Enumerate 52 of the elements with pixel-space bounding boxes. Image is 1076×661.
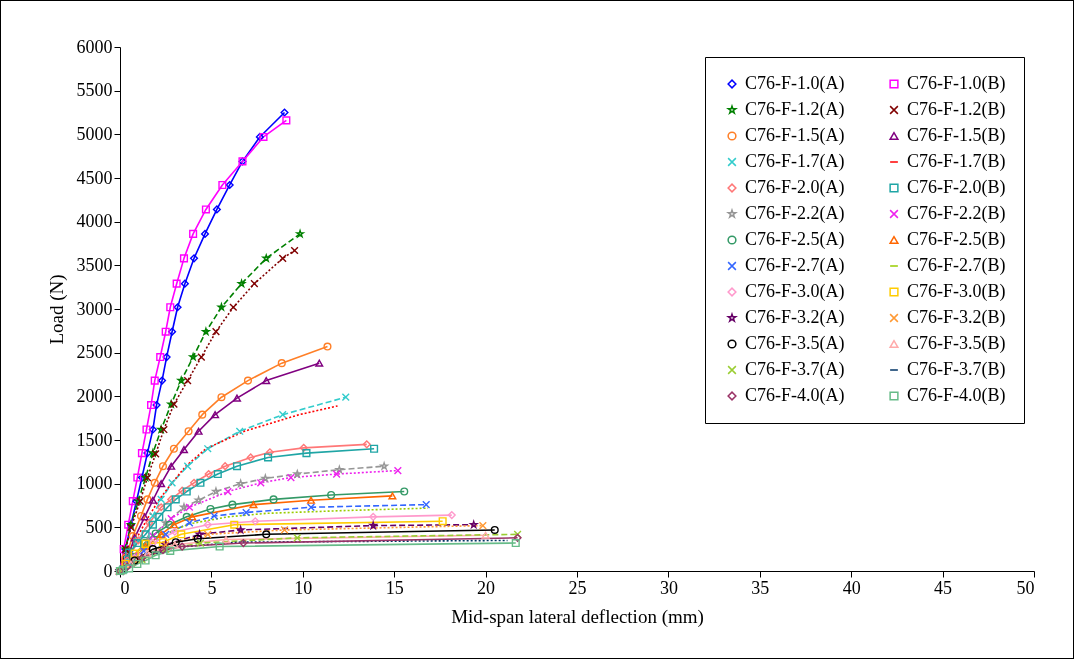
y-tick-label: 5000 xyxy=(76,123,113,144)
legend-label: C76-F-3.5(B) xyxy=(907,333,1006,354)
legend-label: C76-F-2.2(A) xyxy=(745,203,845,224)
y-axis-title: Load (N) xyxy=(45,274,68,345)
x-tick-label: 0 xyxy=(120,577,130,598)
y-tick-label: 6000 xyxy=(76,36,113,57)
legend-label: C76-F-2.7(B) xyxy=(907,255,1006,276)
y-tick-label: 1000 xyxy=(76,473,113,494)
legend-label: C76-F-1.0(B) xyxy=(907,73,1006,94)
x-tick-label: 25 xyxy=(568,577,587,598)
legend-label: C76-F-3.7(B) xyxy=(907,359,1006,380)
x-tick-label: 45 xyxy=(934,577,953,598)
x-tick-label: 15 xyxy=(385,577,404,598)
legend-label: C76-F-1.2(A) xyxy=(745,99,845,120)
legend-label: C76-F-1.5(A) xyxy=(745,125,845,146)
y-tick-label: 2500 xyxy=(76,342,113,363)
y-tick-label: 5500 xyxy=(76,80,113,101)
legend-label: C76-F-3.5(A) xyxy=(745,333,845,354)
legend-label: C76-F-3.0(B) xyxy=(907,281,1006,302)
legend-label: C76-F-1.7(A) xyxy=(745,151,845,172)
y-tick-label: 4500 xyxy=(76,167,113,188)
x-axis-title: Mid-span lateral deflection (mm) xyxy=(451,605,704,628)
legend-label: C76-F-2.0(A) xyxy=(745,177,845,198)
legend-label: C76-F-3.7(A) xyxy=(745,359,845,380)
legend-label: C76-F-1.7(B) xyxy=(907,151,1006,172)
x-tick-label: 10 xyxy=(294,577,313,598)
legend-label: C76-F-2.0(B) xyxy=(907,177,1006,198)
legend-label: C76-F-3.0(A) xyxy=(745,281,845,302)
legend-label: C76-F-2.5(A) xyxy=(745,229,845,250)
legend-label: C76-F-3.2(B) xyxy=(907,307,1006,328)
y-tick-label: 3000 xyxy=(76,298,113,319)
legend-label: C76-F-1.2(B) xyxy=(907,99,1006,120)
y-tick-label: 2000 xyxy=(76,385,113,406)
x-tick-label: 30 xyxy=(659,577,678,598)
y-tick-label: 3500 xyxy=(76,254,113,275)
legend-label: C76-F-2.2(B) xyxy=(907,203,1006,224)
legend-label: C76-F-2.7(A) xyxy=(745,255,845,276)
x-tick-label: 20 xyxy=(477,577,496,598)
x-tick-label: 35 xyxy=(751,577,770,598)
y-tick-label: 0 xyxy=(103,560,113,581)
x-tick-label: 5 xyxy=(207,577,217,598)
y-tick-label: 4000 xyxy=(76,211,113,232)
legend-label: C76-F-2.5(B) xyxy=(907,229,1006,250)
x-tick-label: 40 xyxy=(842,577,861,598)
y-tick-label: 1500 xyxy=(76,429,113,450)
x-tick-label: 50 xyxy=(1016,577,1035,598)
y-tick-label: 500 xyxy=(85,516,113,537)
legend-label: C76-F-3.2(A) xyxy=(745,307,845,328)
legend-label: C76-F-4.0(B) xyxy=(907,385,1006,406)
legend-label: C76-F-1.0(A) xyxy=(745,73,845,94)
legend-label: C76-F-4.0(A) xyxy=(745,385,845,406)
legend-label: C76-F-1.5(B) xyxy=(907,125,1006,146)
